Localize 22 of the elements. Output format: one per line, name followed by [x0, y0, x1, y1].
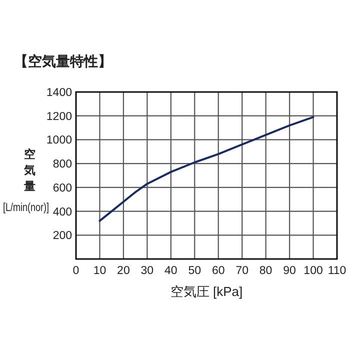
x-tick-label: 80	[259, 265, 272, 277]
x-tick-label: 10	[93, 265, 106, 277]
x-tick-label: 50	[188, 265, 202, 277]
y-tick-label: 1200	[46, 110, 72, 123]
y-tick-label: 1400	[46, 87, 72, 99]
x-tick-label: 90	[283, 265, 296, 277]
y-tick-label: 800	[52, 158, 72, 171]
x-tick-label: 20	[117, 265, 130, 277]
x-tick-label: 60	[212, 265, 225, 277]
y-tick-label: 400	[52, 206, 72, 218]
line-series	[98, 116, 314, 222]
y-tick-label: 1000	[46, 134, 72, 147]
x-tick-label: 110	[328, 265, 346, 277]
x-tick-label: 0	[72, 265, 80, 277]
x-tick-label: 100	[304, 265, 323, 277]
x-tick-label: 40	[164, 265, 178, 277]
x-tick-label: 70	[236, 265, 248, 277]
y-tick-label: 600	[52, 182, 72, 194]
chart-title: 【空気量特性】	[14, 53, 112, 69]
x-axis-title: 空気圧 [kPa]	[170, 284, 243, 299]
x-tick-label: 30	[140, 265, 154, 277]
y-tick-label: 200	[52, 230, 72, 242]
